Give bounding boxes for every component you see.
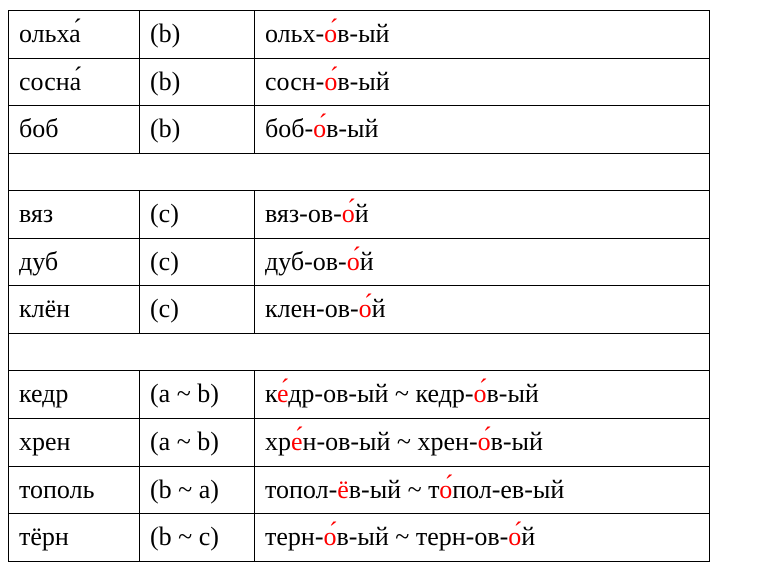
text-segment: й — [372, 294, 386, 323]
derived-cell: вяз-ов-о́й — [255, 191, 710, 239]
pattern-cell: (b ~ c) — [140, 514, 255, 562]
text-segment: в-ый — [487, 379, 539, 408]
stressed-vowel: о́ — [347, 247, 360, 276]
stressed-vowel: о́ — [508, 522, 521, 551]
base-word-cell: дуб — [9, 238, 140, 286]
pattern-cell: (a ~ b) — [140, 371, 255, 419]
base-word-cell: вяз — [9, 191, 140, 239]
table-row: дуб(c)дуб-ов-о́й — [9, 238, 710, 286]
text-segment: дуб-ов- — [265, 247, 347, 276]
text-segment: вяз-ов- — [265, 199, 342, 228]
derived-cell: сосн-о́в-ый — [255, 58, 710, 106]
stressed-vowel: е́ — [277, 379, 288, 408]
base-word-cell: клён — [9, 286, 140, 334]
stress-pattern-table: ольха́(b)ольх-о́в-ыйсосна́(b)сосн-о́в-ый… — [8, 10, 710, 562]
stressed-vowel: о́ — [313, 114, 326, 143]
base-word-cell: боб — [9, 106, 140, 154]
stressed-vowel: ё — [337, 475, 349, 504]
text-segment: в-ый — [337, 19, 389, 48]
text-segment: ольх- — [265, 19, 324, 48]
spacer-row — [9, 334, 710, 371]
base-word-cell: тёрн — [9, 514, 140, 562]
derived-cell: ольх-о́в-ый — [255, 11, 710, 59]
text-segment: й — [521, 522, 535, 551]
derived-cell: хре́н-ов-ый ~ хрен-о́в-ый — [255, 418, 710, 466]
stressed-vowel: о́ — [478, 427, 491, 456]
pattern-cell: (c) — [140, 238, 255, 286]
base-word-cell: кедр — [9, 371, 140, 419]
pattern-cell: (c) — [140, 286, 255, 334]
pattern-cell: (a ~ b) — [140, 418, 255, 466]
derived-cell: топол-ёв-ый ~ то́пол-ев-ый — [255, 466, 710, 514]
text-segment: й — [360, 247, 374, 276]
derived-cell: боб-о́в-ый — [255, 106, 710, 154]
table-row: вяз(c)вяз-ов-о́й — [9, 191, 710, 239]
derived-cell: терн-о́в-ый ~ терн-ов-о́й — [255, 514, 710, 562]
stressed-vowel: о́ — [324, 67, 337, 96]
table-row: кедр(a ~ b)ке́др-ов-ый ~ кедр-о́в-ый — [9, 371, 710, 419]
text-segment: др-ов-ый ~ кедр- — [288, 379, 473, 408]
stressed-vowel: о́ — [439, 475, 452, 504]
stressed-vowel: е́ — [291, 427, 303, 456]
base-word-cell: хрен — [9, 418, 140, 466]
pattern-cell: (b) — [140, 11, 255, 59]
text-segment: в-ый ~ терн-ов- — [336, 522, 508, 551]
table-row: клён(c)клен-ов-о́й — [9, 286, 710, 334]
table-row: тополь(b ~ a)топол-ёв-ый ~ то́пол-ев-ый — [9, 466, 710, 514]
base-word-cell: ольха́ — [9, 11, 140, 59]
text-segment: хр — [265, 427, 291, 456]
table-row: сосна́(b)сосн-о́в-ый — [9, 58, 710, 106]
table-row: ольха́(b)ольх-о́в-ый — [9, 11, 710, 59]
pattern-cell: (b) — [140, 58, 255, 106]
pattern-cell: (c) — [140, 191, 255, 239]
stressed-vowel: о́ — [474, 379, 487, 408]
text-segment: топол- — [265, 475, 337, 504]
table-row: тёрн(b ~ c)терн-о́в-ый ~ терн-ов-о́й — [9, 514, 710, 562]
text-segment: в-ый — [326, 114, 378, 143]
derived-cell: ке́др-ов-ый ~ кедр-о́в-ый — [255, 371, 710, 419]
table-row: боб(b)боб-о́в-ый — [9, 106, 710, 154]
text-segment: сосн- — [265, 67, 324, 96]
pattern-cell: (b ~ a) — [140, 466, 255, 514]
table-row: хрен(a ~ b)хре́н-ов-ый ~ хрен-о́в-ый — [9, 418, 710, 466]
spacer-row — [9, 154, 710, 191]
stressed-vowel: о́ — [359, 294, 372, 323]
base-word-cell: сосна́ — [9, 58, 140, 106]
pattern-cell: (b) — [140, 106, 255, 154]
derived-cell: клен-ов-о́й — [255, 286, 710, 334]
base-word-cell: тополь — [9, 466, 140, 514]
text-segment: к — [265, 379, 277, 408]
text-segment: й — [355, 199, 369, 228]
text-segment: боб- — [265, 114, 313, 143]
text-segment: в-ый ~ т — [349, 475, 439, 504]
text-segment: пол-ев-ый — [452, 475, 564, 504]
stressed-vowel: о́ — [342, 199, 355, 228]
text-segment: в-ый — [337, 67, 389, 96]
spacer-cell — [9, 334, 710, 371]
text-segment: терн- — [265, 522, 323, 551]
derived-cell: дуб-ов-о́й — [255, 238, 710, 286]
stressed-vowel: о́ — [323, 522, 336, 551]
text-segment: клен-ов- — [265, 294, 359, 323]
spacer-cell — [9, 154, 710, 191]
text-segment: в-ый — [491, 427, 543, 456]
stressed-vowel: о́ — [324, 19, 337, 48]
text-segment: н-ов-ый ~ хрен- — [303, 427, 478, 456]
